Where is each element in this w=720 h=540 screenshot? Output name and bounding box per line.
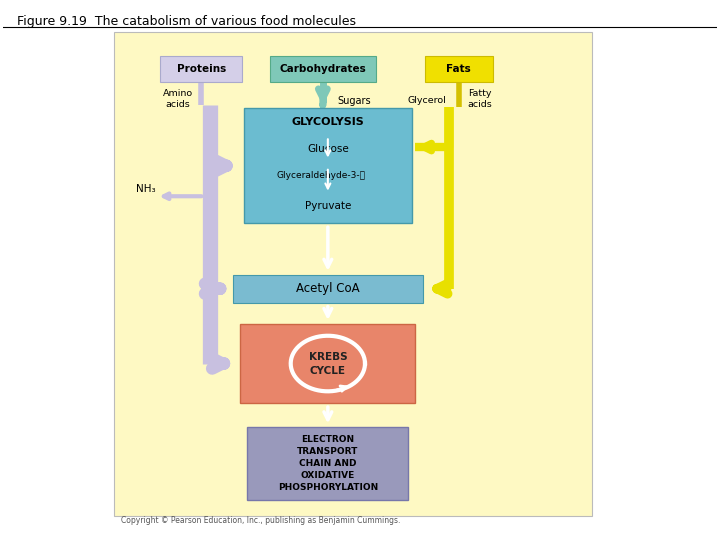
Text: ELECTRON
TRANSPORT
CHAIN AND
OXIDATIVE
PHOSPHORYLATION: ELECTRON TRANSPORT CHAIN AND OXIDATIVE P… [278, 435, 378, 491]
FancyBboxPatch shape [244, 109, 412, 223]
Text: Copyright © Pearson Education, Inc., publishing as Benjamin Cummings.: Copyright © Pearson Education, Inc., pub… [121, 516, 400, 525]
Text: Acetyl CoA: Acetyl CoA [296, 282, 360, 295]
FancyBboxPatch shape [270, 57, 376, 82]
FancyBboxPatch shape [233, 275, 423, 302]
Text: Glycerol: Glycerol [407, 96, 446, 105]
Text: GLYCOLYSIS: GLYCOLYSIS [292, 117, 364, 127]
Text: Pyruvate: Pyruvate [305, 201, 351, 211]
FancyBboxPatch shape [161, 57, 243, 82]
FancyBboxPatch shape [425, 57, 492, 82]
Text: Figure 9.19  The catabolism of various food molecules: Figure 9.19 The catabolism of various fo… [17, 15, 356, 28]
Text: Amino
acids: Amino acids [163, 89, 193, 109]
Text: NH₃: NH₃ [136, 184, 156, 193]
Text: Carbohydrates: Carbohydrates [279, 64, 366, 74]
FancyBboxPatch shape [240, 324, 415, 403]
Text: CYCLE: CYCLE [310, 366, 346, 376]
Text: Fatty
acids: Fatty acids [468, 89, 492, 109]
Text: Fats: Fats [446, 64, 471, 74]
Text: Glucose: Glucose [307, 144, 348, 154]
Text: Proteins: Proteins [177, 64, 226, 74]
FancyBboxPatch shape [248, 427, 408, 500]
FancyBboxPatch shape [114, 32, 592, 516]
Text: Sugars: Sugars [337, 96, 371, 106]
Text: KREBS: KREBS [309, 352, 347, 362]
Text: Glyceraldehyde-3-ⓟ: Glyceraldehyde-3-ⓟ [276, 171, 365, 180]
